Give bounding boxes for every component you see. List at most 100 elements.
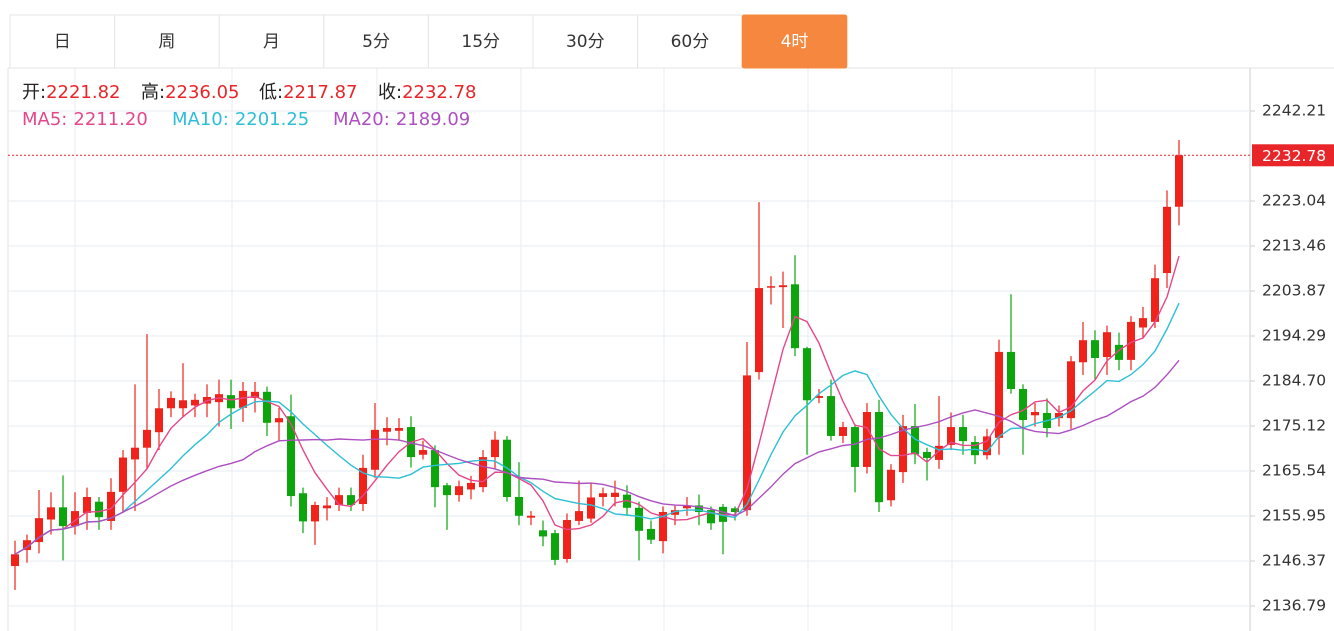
candle (923, 447, 931, 481)
ohlc-info-value: 2217.87 (283, 82, 357, 103)
tab[interactable]: 30分 (532, 14, 639, 69)
candle-body (743, 375, 751, 511)
candle (59, 475, 67, 561)
candle-body (71, 511, 79, 527)
candle-body (1103, 332, 1111, 358)
tab[interactable]: 15分 (427, 14, 534, 69)
candle (227, 379, 235, 429)
candle-body (587, 497, 595, 519)
ohlc-info-label: 低: (259, 82, 283, 103)
candle (959, 414, 967, 455)
candle-body (659, 512, 667, 542)
tab[interactable]: 60分 (637, 14, 743, 69)
candle-body (311, 504, 319, 522)
candle-body (899, 426, 907, 473)
ma-info: MA20: 2189.09 (333, 109, 470, 130)
candle (71, 492, 79, 535)
tab[interactable]: 周 (114, 14, 220, 69)
candle-body (611, 492, 619, 497)
candle (899, 414, 907, 483)
ohlc-info-label: 高: (141, 82, 165, 103)
tab-box[interactable] (741, 14, 848, 69)
candle (539, 520, 547, 547)
candle (779, 271, 787, 328)
tab[interactable]: 日 (9, 14, 116, 69)
candle (995, 339, 1003, 455)
candle-body (983, 436, 991, 456)
candle (239, 381, 247, 422)
candle (371, 403, 379, 479)
ma-info: MA5: 2211.20 (22, 109, 148, 130)
candle (935, 396, 943, 469)
candle-body (875, 412, 883, 503)
tab-label[interactable]: 4时 (781, 32, 809, 52)
tab-label[interactable]: 日 (54, 32, 71, 52)
candle-body (1115, 344, 1123, 360)
tab-label[interactable]: 周 (158, 32, 175, 52)
candle (347, 487, 355, 512)
candle-body (539, 530, 547, 537)
candle-body (995, 351, 1003, 438)
ohlc-info-label: 收: (378, 82, 402, 103)
tab-label[interactable]: 30分 (566, 32, 605, 52)
candle (119, 450, 127, 513)
candle-body (1055, 412, 1063, 419)
candle (1055, 405, 1063, 427)
candle-body (431, 450, 439, 488)
candle (515, 462, 523, 526)
candle-body (947, 427, 955, 445)
tab-box[interactable] (532, 14, 639, 69)
ma-info-value: 2211.20 (73, 109, 147, 130)
candle-body (119, 457, 127, 492)
candle-body (563, 520, 571, 559)
candle-body (335, 495, 343, 505)
candle-body (275, 418, 283, 423)
tab-label[interactable]: 月 (263, 32, 280, 52)
candle (1163, 190, 1171, 289)
candle-body (815, 396, 823, 398)
candle (683, 496, 691, 516)
candle (887, 464, 895, 507)
candle (107, 478, 115, 530)
candle-body (911, 426, 919, 455)
tab-label[interactable]: 60分 (671, 32, 710, 52)
candle (635, 501, 643, 561)
candle (863, 403, 871, 474)
candle-body (83, 496, 91, 513)
tab-box[interactable] (637, 14, 743, 69)
candle-body (23, 540, 31, 551)
last-price-label: 2232.78 (1262, 147, 1326, 165)
candle (647, 520, 655, 544)
candle-body (935, 445, 943, 460)
candle (431, 445, 439, 508)
candle-body (347, 495, 355, 505)
candle (383, 417, 391, 446)
ma-line (14, 302, 1180, 555)
candle-body (131, 447, 139, 460)
candle-body (395, 427, 403, 431)
candle (143, 334, 151, 469)
candle (1007, 294, 1015, 394)
candle-body (803, 348, 811, 401)
tab-label[interactable]: 5分 (362, 32, 390, 52)
tab[interactable]: 4时 (741, 14, 848, 69)
ohlc-info-label: 开: (22, 82, 46, 103)
candle-body (575, 511, 583, 521)
candle (659, 506, 667, 554)
tab[interactable]: 5分 (323, 14, 429, 69)
candle (947, 412, 955, 451)
candle-body (647, 528, 655, 540)
tab[interactable]: 月 (218, 14, 325, 69)
candle-body (779, 285, 787, 288)
tab-label[interactable]: 15分 (461, 32, 500, 52)
candle-body (251, 391, 259, 398)
candle (95, 496, 103, 530)
candle-body (551, 533, 559, 560)
candle-body (59, 507, 67, 527)
tab-box[interactable] (218, 14, 325, 69)
candle-body (167, 397, 175, 409)
y-tick-label: 2242.21 (1262, 102, 1326, 120)
candle (671, 505, 679, 526)
candle (275, 407, 283, 441)
